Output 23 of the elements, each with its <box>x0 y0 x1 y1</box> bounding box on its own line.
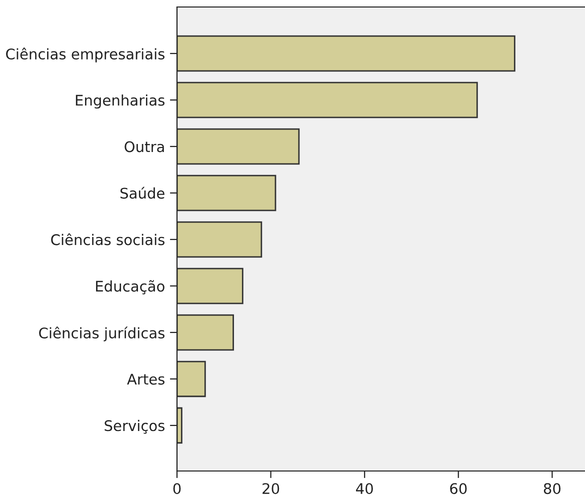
y-tick-label: Ciências jurídicas <box>39 326 164 342</box>
bar <box>177 314 234 351</box>
bar <box>177 128 300 165</box>
x-tick-label: 60 <box>450 483 467 494</box>
y-tick-label: Serviços <box>104 420 164 434</box>
x-tick-label: 20 <box>262 483 280 494</box>
y-tick-label: Ciências empresariais <box>6 48 164 62</box>
bar <box>177 360 206 398</box>
bar <box>177 221 262 258</box>
x-tick-label: 80 <box>544 483 560 494</box>
y-tick-label: Outra <box>124 141 164 152</box>
bar <box>177 407 182 444</box>
y-tick-label: Saúde <box>120 186 164 199</box>
y-tick-label: Ciências sociais <box>51 233 164 246</box>
y-tick-label: Artes <box>127 374 164 385</box>
bar <box>177 174 276 212</box>
bar <box>177 268 244 304</box>
bar <box>177 82 478 118</box>
y-tick-label: Educação <box>96 280 164 294</box>
y-tick-label: Engenharias <box>76 94 164 109</box>
x-tick-label: 0 <box>173 483 181 494</box>
bar <box>177 35 516 72</box>
x-tick-label: 40 <box>356 483 373 494</box>
